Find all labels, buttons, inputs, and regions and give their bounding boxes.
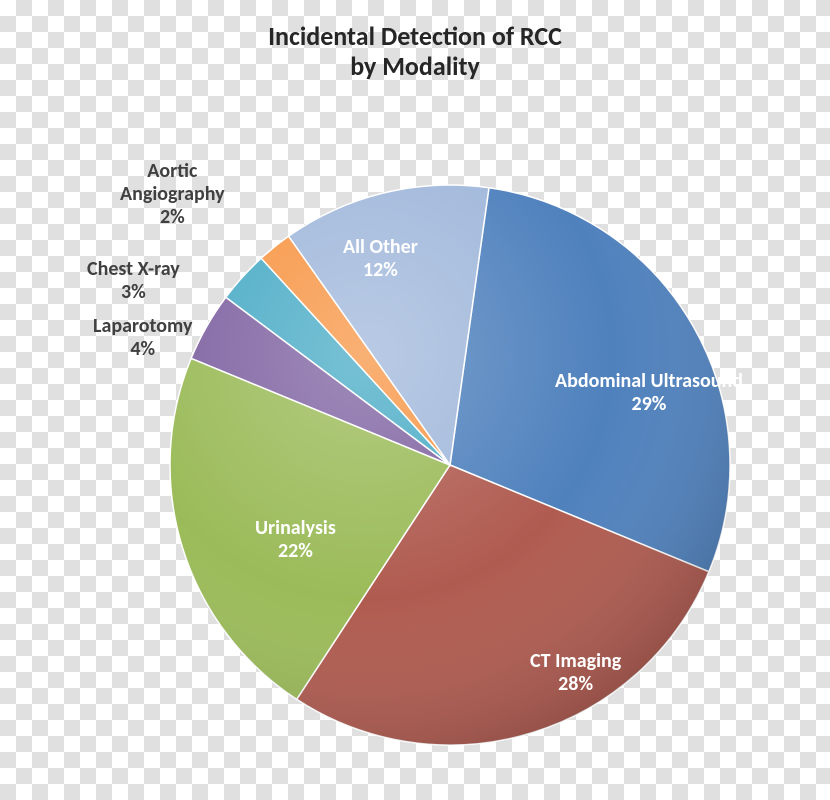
slice-label: CT Imaging 28% (530, 650, 621, 696)
slice-label: All Other 12% (343, 236, 418, 282)
slice-label: Urinalysis 22% (255, 517, 336, 563)
slice-label: Aortic Angiography 2% (120, 160, 225, 229)
slice-label: Abdominal Ultrasound 29% (555, 370, 743, 416)
slice-label: Laparotomy 4% (93, 315, 192, 361)
slice-label: Chest X-ray 3% (87, 258, 180, 304)
